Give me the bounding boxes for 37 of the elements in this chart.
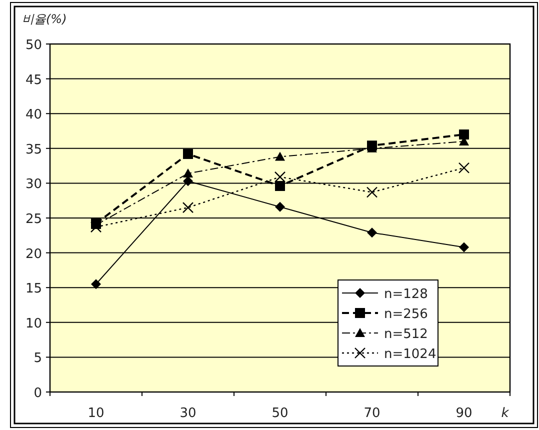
x-tick-label: 50 xyxy=(272,406,288,421)
x-tick-label: 30 xyxy=(180,406,196,421)
legend-label: n=512 xyxy=(384,327,428,342)
x-tick-label: 10 xyxy=(88,406,104,421)
point xyxy=(182,202,194,214)
point xyxy=(183,148,193,159)
y-tick-label: 45 xyxy=(25,72,42,88)
x-tick-label: 70 xyxy=(364,406,380,421)
legend-label: n=128 xyxy=(384,287,428,302)
y-tick-label: 5 xyxy=(34,351,42,366)
y-tick-label: 30 xyxy=(25,177,42,192)
point xyxy=(275,152,285,161)
point xyxy=(183,168,193,178)
y-tick-label: 25 xyxy=(25,212,42,227)
point xyxy=(366,186,378,198)
y-tick-label: 40 xyxy=(25,108,42,123)
legend-label: n=256 xyxy=(384,307,428,322)
point xyxy=(458,162,470,174)
y-tick-label: 20 xyxy=(25,246,42,262)
point xyxy=(367,228,377,238)
y-tick-label: 35 xyxy=(25,142,42,158)
point xyxy=(183,176,193,186)
legend-label: n=1024 xyxy=(384,347,436,362)
point xyxy=(274,171,286,183)
point xyxy=(275,180,285,191)
y-tick-label: 15 xyxy=(25,282,42,297)
point xyxy=(459,242,469,252)
point xyxy=(91,279,101,290)
x-axis-title: k xyxy=(501,406,510,421)
x-tick-label: 90 xyxy=(456,406,472,421)
point xyxy=(90,221,102,233)
y-tick-label: 0 xyxy=(34,386,42,401)
y-axis-title: 비율(%) xyxy=(22,12,67,26)
y-tick-label: 50 xyxy=(25,38,42,53)
point xyxy=(275,202,285,212)
y-tick-label: 10 xyxy=(25,316,42,332)
point xyxy=(459,129,469,140)
